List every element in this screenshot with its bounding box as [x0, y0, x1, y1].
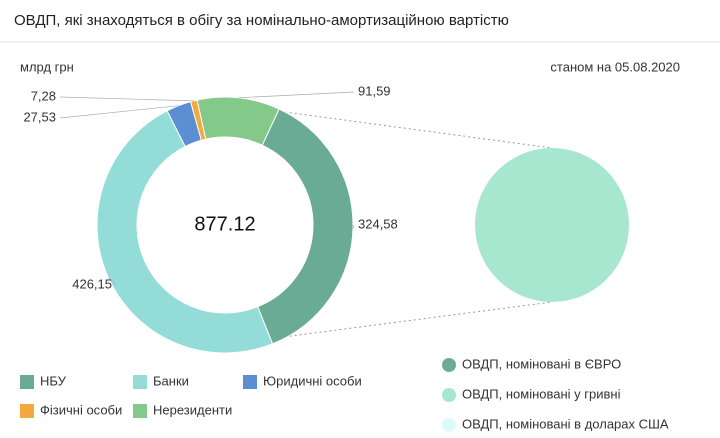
legend-label: ОВДП, номіновані в доларах США: [462, 416, 669, 431]
data-label: 7,28: [31, 88, 56, 103]
date-note: станом на 05.08.2020: [550, 59, 680, 74]
legend-swatch: [20, 404, 34, 418]
legend-label: Юридичні особи: [263, 373, 362, 388]
chart-title: ОВДП, які знаходяться в обігу за номінал…: [14, 12, 509, 29]
legend-label: Фізичні особи: [40, 402, 122, 417]
donut-total: 877.12: [194, 213, 255, 235]
unit-label: млрд грн: [20, 59, 74, 74]
data-label: 324,58: [358, 216, 398, 231]
data-label: 91,59: [358, 83, 391, 98]
legend-label: Нерезиденти: [153, 402, 232, 417]
legend-swatch: [133, 404, 147, 418]
legend-label: Банки: [153, 373, 189, 388]
donut-slice: [257, 108, 354, 345]
data-label: 27,53: [23, 109, 56, 124]
leader-line: [59, 105, 179, 119]
legend-swatch: [442, 418, 456, 432]
legend-label: ОВДП, номіновані в ЄВРО: [462, 356, 621, 371]
leader-line: [59, 96, 194, 102]
legend-swatch: [442, 358, 456, 372]
legend-swatch: [20, 375, 34, 389]
connector: [259, 301, 553, 341]
data-label: 426,15: [72, 276, 112, 291]
legend-label: НБУ: [40, 373, 67, 388]
leader-line: [352, 224, 355, 229]
donut-slice: [196, 96, 280, 146]
legend-label: ОВДП, номіновані у гривні: [462, 386, 621, 401]
leader-line: [108, 277, 117, 286]
leader-line: [238, 91, 355, 99]
pie-slice: [475, 148, 629, 302]
donut-slice: [96, 110, 274, 354]
legend-swatch: [133, 375, 147, 389]
header: [0, 0, 720, 42]
legend-swatch: [442, 388, 456, 402]
legend-swatch: [243, 375, 257, 389]
